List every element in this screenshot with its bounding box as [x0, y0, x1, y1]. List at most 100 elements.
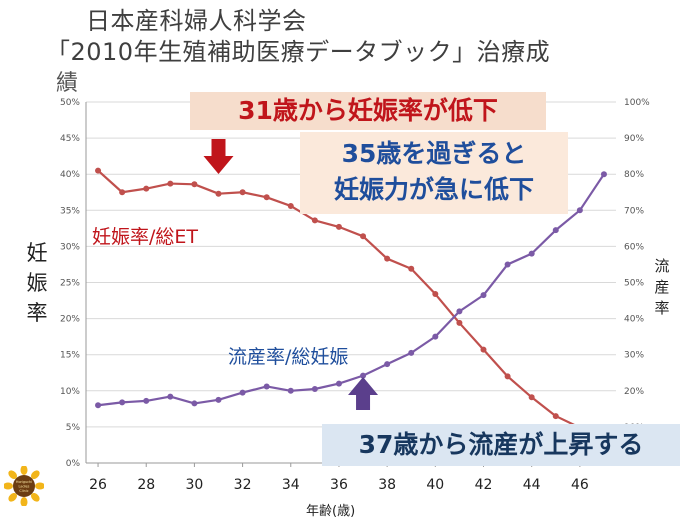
pregnancy-rate-point — [360, 233, 367, 240]
y-tick-label-left: 30% — [60, 242, 80, 252]
pregnancy-rate-point — [335, 223, 342, 230]
pregnancy-rate-point — [311, 217, 318, 224]
miscarriage-rate-point — [504, 261, 511, 268]
series-label-miscarriage: 流産率/総妊娠 — [228, 346, 349, 368]
pregnancy-rate-point — [215, 190, 222, 197]
y-tick-label-left: 35% — [60, 206, 80, 216]
title-line3: 績 — [56, 71, 79, 96]
y-tick-label-left: 15% — [60, 351, 80, 361]
pregnancy-rate-point — [528, 394, 535, 401]
callout-miscarriage-rise: 37歳から流産が上昇する — [322, 424, 680, 466]
up-arrow-icon — [348, 377, 379, 410]
y-tick-label-left: 50% — [60, 98, 80, 108]
miscarriage-rate-point — [191, 400, 198, 407]
x-tick-label: 30 — [185, 477, 203, 493]
chart-title: 日本産科婦人科学会 「2010年生殖補助医療データブック」治療成 績 — [46, 6, 686, 96]
miscarriage-rate-point — [576, 207, 583, 214]
miscarriage-rate-point — [143, 397, 150, 404]
miscarriage-rate-point — [95, 402, 102, 409]
pregnancy-rate-point — [504, 373, 511, 380]
y-tick-label-right: 100% — [624, 98, 650, 108]
miscarriage-rate-point — [384, 361, 391, 368]
miscarriage-rate-point — [408, 349, 415, 356]
pregnancy-rate-point — [552, 413, 559, 420]
miscarriage-rate-point — [263, 383, 270, 390]
pregnancy-rate-point — [191, 181, 198, 188]
x-tick-label: 36 — [330, 477, 348, 493]
miscarriage-rate-point — [215, 396, 222, 403]
down-arrow-icon — [203, 139, 234, 174]
callout-over35: 35歳を過ぎると 妊娠力が急に低下 — [300, 132, 568, 214]
svg-text:Ladies: Ladies — [19, 485, 30, 489]
pregnancy-rate-point — [119, 189, 126, 196]
y-tick-label-right: 70% — [624, 206, 644, 216]
title-line1: 日本産科婦人科学会 — [86, 7, 307, 35]
y-tick-label-left: 5% — [66, 423, 81, 433]
miscarriage-rate-point — [119, 399, 126, 406]
pregnancy-rate-point — [384, 255, 391, 262]
miscarriage-rate-point — [456, 308, 463, 315]
x-tick-label: 40 — [426, 477, 444, 493]
pregnancy-rate-point — [143, 185, 150, 192]
pregnancy-rate-point — [167, 180, 174, 187]
y-tick-label-right: 80% — [624, 170, 644, 180]
y-axis-label-right-char: 流 — [654, 257, 670, 275]
x-tick-label: 28 — [137, 477, 155, 493]
y-tick-label-right: 50% — [624, 279, 644, 289]
pregnancy-rate-point — [432, 291, 439, 298]
x-tick-label: 34 — [282, 477, 300, 493]
y-tick-label-left: 25% — [60, 279, 80, 289]
y-tick-label-left: 45% — [60, 134, 80, 144]
miscarriage-rate-point — [432, 333, 439, 340]
pregnancy-rate-point — [456, 319, 463, 326]
y-tick-label-right: 20% — [624, 387, 644, 397]
sunflower-logo: Horiguchi Ladies Clinic — [4, 466, 44, 506]
x-tick-label: 42 — [475, 477, 493, 493]
miscarriage-rate-point — [287, 387, 294, 394]
y-tick-label-right: 60% — [624, 242, 644, 252]
miscarriage-rate-line — [97, 173, 605, 407]
x-tick-label: 46 — [571, 477, 589, 493]
series-label-pregnancy: 妊娠率/総ET — [92, 226, 199, 248]
y-axis-label-right-char: 産 — [654, 278, 670, 296]
y-axis-label-right: 流 産 率 — [652, 256, 672, 319]
y-axis-label-right-char: 率 — [654, 299, 670, 317]
y-axis-label-left-char: 率 — [26, 301, 48, 325]
y-tick-label-left: 0% — [66, 459, 81, 469]
y-tick-label-left: 10% — [60, 387, 80, 397]
miscarriage-rate-point — [311, 385, 318, 392]
miscarriage-rate-point — [239, 389, 246, 396]
y-axis-label-left-char: 娠 — [26, 271, 48, 295]
pregnancy-rate-point — [287, 202, 294, 209]
svg-text:Clinic: Clinic — [19, 489, 28, 493]
pregnancy-rate-point — [480, 346, 487, 353]
miscarriage-rate-point — [552, 227, 559, 234]
y-tick-label-left: 40% — [60, 170, 80, 180]
y-tick-label-right: 30% — [624, 351, 644, 361]
callout-pregnancy-drop: 31歳から妊娠率が低下 — [190, 92, 546, 130]
x-tick-label: 26 — [89, 477, 107, 493]
svg-text:Horiguchi: Horiguchi — [16, 480, 32, 484]
title-line2: 「2010年生殖補助医療データブック」治療成 — [46, 38, 551, 66]
pregnancy-rate-point — [95, 167, 102, 174]
x-axis-label: 年齢(歳) — [306, 504, 356, 519]
y-axis-label-left: 妊 娠 率 — [24, 238, 50, 328]
miscarriage-rate-point — [360, 372, 367, 379]
x-tick-label: 44 — [523, 477, 541, 493]
pregnancy-rate-point — [408, 265, 415, 272]
callout-over35-line1: 35歳を過ぎると — [341, 139, 527, 168]
x-tick-label: 38 — [378, 477, 396, 493]
y-tick-label-right: 40% — [624, 315, 644, 325]
callout-over35-line2: 妊娠力が急に低下 — [333, 175, 534, 204]
pregnancy-rate-point — [239, 189, 246, 196]
miscarriage-rate-point — [600, 171, 607, 178]
miscarriage-rate-point — [335, 380, 342, 387]
y-tick-label-right: 90% — [624, 134, 644, 144]
y-tick-label-left: 20% — [60, 315, 80, 325]
miscarriage-rate-point — [528, 250, 535, 257]
miscarriage-rate-point — [167, 393, 174, 400]
y-axis-label-left-char: 妊 — [26, 241, 48, 265]
pregnancy-rate-point — [263, 194, 270, 201]
x-tick-label: 32 — [234, 477, 252, 493]
miscarriage-rate-point — [480, 292, 487, 299]
